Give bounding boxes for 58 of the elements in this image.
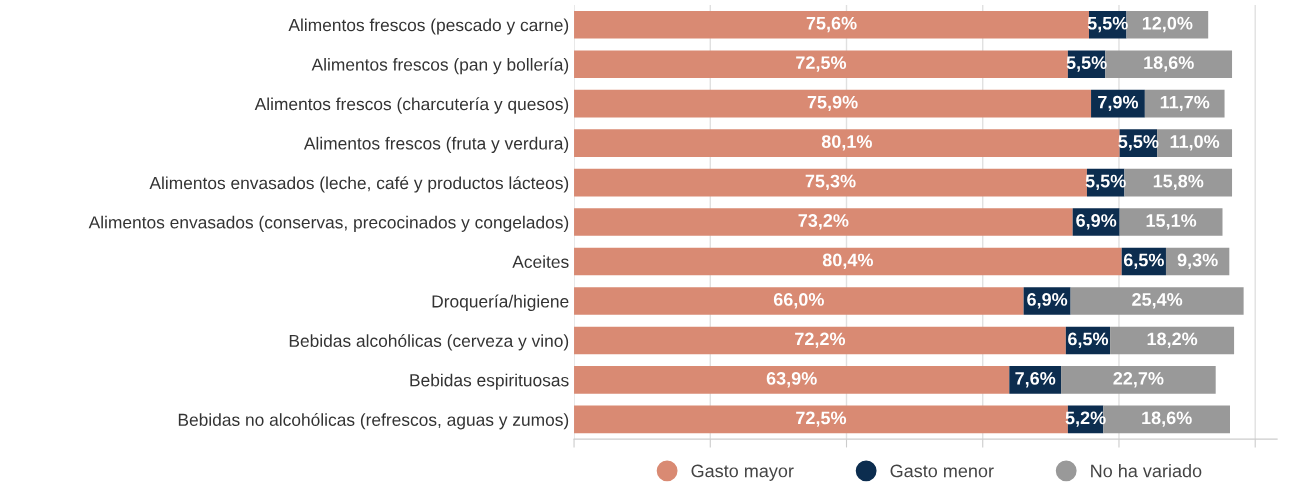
data-label: 75,6% — [806, 16, 857, 33]
bar — [574, 287, 1024, 315]
data-label: 12,0% — [1142, 16, 1193, 33]
data-label: 6,5% — [1068, 332, 1109, 348]
data-label: 72,5% — [796, 411, 847, 427]
data-label: 22,7% — [1113, 371, 1164, 388]
data-label: 25,4% — [1132, 293, 1183, 309]
y-tick-label: Droquería/higiene — [432, 294, 569, 311]
y-tick-label: Bebidas alcohólicas (cerveza y vino) — [289, 334, 569, 351]
data-label: 72,5% — [796, 56, 847, 72]
legend-label: Gasto mayor — [691, 464, 794, 481]
bar — [574, 50, 1068, 78]
data-label: 15,1% — [1146, 214, 1197, 230]
bar — [1110, 326, 1235, 355]
y-tick-label: Alimentos frescos (charcutería y quesos) — [254, 97, 569, 114]
y-tick-label: Aceites — [512, 255, 569, 268]
bar — [574, 129, 1120, 157]
data-label: 80,4% — [822, 253, 873, 269]
y-tick-label: Alimentos frescos (pan y bollería) — [311, 57, 569, 75]
data-label: 72,2% — [795, 332, 846, 348]
data-label: 6,5% — [1123, 253, 1164, 269]
bar — [1061, 366, 1216, 394]
bar — [1105, 50, 1233, 78]
bar — [574, 247, 1122, 276]
data-label: 18,6% — [1144, 56, 1194, 72]
legend-label: No ha variado — [1091, 464, 1202, 478]
y-tick-label: Alimentos frescos (pescado y carne) — [288, 18, 569, 35]
data-label: 75,9% — [807, 95, 858, 112]
data-label: 7,6% — [1015, 371, 1056, 388]
bar — [1119, 208, 1223, 236]
data-label: 63,9% — [766, 371, 817, 388]
y-tick-label: Alimentos frescos (fruta y verdura) — [303, 136, 569, 154]
data-label: 75,3% — [805, 174, 856, 191]
bar — [574, 168, 1087, 197]
data-label: 73,2% — [798, 214, 849, 230]
bar — [1070, 287, 1244, 315]
data-label: 18,6% — [1142, 411, 1192, 427]
bar — [574, 10, 1089, 39]
data-label: 11,7% — [1160, 95, 1210, 112]
data-label: 6,9% — [1076, 214, 1117, 230]
bar — [1126, 10, 1209, 39]
bar — [574, 89, 1092, 118]
bar — [574, 326, 1066, 355]
y-tick-label: Alimentos envasados (conservas, precocinados y congelados) — [88, 215, 569, 232]
data-label: 15,8% — [1153, 174, 1204, 191]
data-label: 11,0% — [1170, 135, 1220, 151]
data-label: 6,9% — [1027, 293, 1068, 309]
data-label: 66,0% — [773, 293, 824, 309]
y-tick-label: Bebidas no alcohólicas (refrescos, aguas y zumos) — [178, 412, 569, 430]
y-tick-label: Alimentos envasados (leche, café y productos lácteos) — [149, 176, 569, 193]
bar — [574, 208, 1073, 236]
data-label: 7,9% — [1098, 95, 1139, 112]
bar — [574, 366, 1010, 394]
y-tick-label: Bebidas espirituosas — [410, 373, 569, 390]
data-label: 9,3% — [1177, 253, 1218, 269]
data-label: 80,1% — [821, 135, 872, 151]
legend-label: Gasto menor — [890, 464, 994, 478]
data-label: 18,2% — [1147, 332, 1198, 348]
